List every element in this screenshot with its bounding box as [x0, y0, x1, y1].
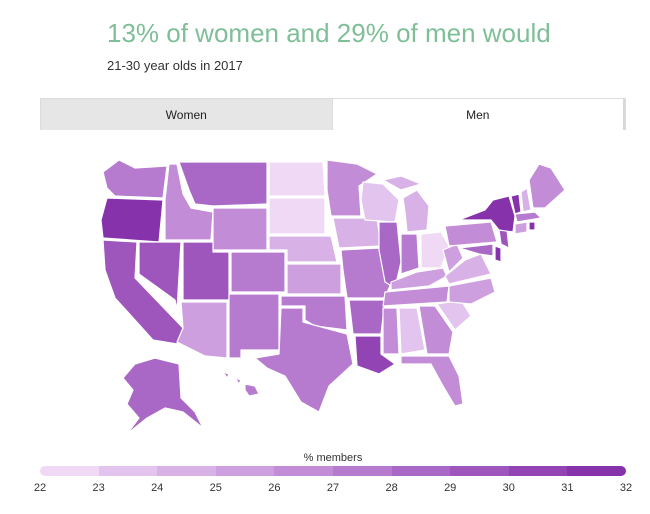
legend-color-scale [40, 466, 626, 476]
legend-tick-label: 24 [151, 482, 164, 494]
legend-segment [450, 466, 509, 476]
state-arizona[interactable] [176, 301, 228, 359]
state-minnesota[interactable] [326, 159, 378, 217]
state-connecticut[interactable] [514, 221, 528, 235]
state-vermont[interactable] [510, 193, 522, 215]
state-kansas[interactable] [286, 263, 342, 295]
legend-tick-label: 28 [385, 482, 398, 494]
legend-tick-label: 23 [92, 482, 105, 494]
state-new-mexico[interactable] [228, 293, 280, 359]
legend-segment [567, 466, 626, 476]
state-maine[interactable] [528, 163, 566, 209]
tab-women[interactable]: Women [41, 99, 332, 130]
legend-segment [98, 466, 158, 476]
legend-ticks: 22 23 24 25 26 27 28 29 30 31 32 [34, 482, 632, 496]
legend-segment [215, 466, 275, 476]
page-title: 13% of women and 29% of men would [107, 18, 551, 48]
page-subtitle: 21-30 year olds in 2017 [107, 58, 243, 73]
state-maryland[interactable] [458, 243, 494, 257]
state-colorado[interactable] [230, 251, 286, 293]
legend-tick-label: 32 [619, 482, 633, 494]
state-new-jersey[interactable] [498, 229, 510, 249]
state-north-dakota[interactable] [268, 161, 326, 197]
state-oregon[interactable] [100, 197, 164, 243]
state-nevada[interactable] [138, 241, 182, 311]
state-alabama[interactable] [398, 307, 426, 355]
state-wyoming[interactable] [212, 207, 268, 251]
state-hawaii[interactable] [222, 371, 260, 397]
state-iowa[interactable] [332, 217, 382, 249]
legend-title: % members [303, 452, 363, 464]
state-utah[interactable] [182, 241, 230, 301]
state-indiana[interactable] [400, 233, 420, 275]
legend-segment [391, 466, 451, 476]
state-north-carolina[interactable] [448, 277, 496, 305]
legend-segment [274, 466, 333, 476]
state-florida[interactable] [400, 355, 464, 407]
state-new-hampshire[interactable] [520, 187, 532, 213]
state-washington[interactable] [102, 159, 168, 199]
state-rhode-island[interactable] [528, 221, 536, 231]
legend-segment [157, 466, 216, 476]
gender-tabs: Women Men [40, 98, 626, 130]
state-massachusetts[interactable] [514, 211, 542, 223]
state-virginia[interactable] [444, 253, 492, 285]
legend-tick-label: 27 [326, 482, 340, 494]
state-alaska[interactable] [122, 357, 204, 435]
tab-men[interactable]: Men [331, 99, 625, 130]
legend-segment [332, 466, 392, 476]
state-mississippi[interactable] [382, 307, 400, 355]
state-delaware[interactable] [494, 245, 502, 263]
legend-tick-label: 22 [33, 482, 47, 494]
state-arkansas[interactable] [348, 299, 386, 335]
state-louisiana[interactable] [354, 335, 396, 375]
us-choropleth-map [100, 159, 566, 435]
state-michigan[interactable] [402, 189, 430, 233]
state-california[interactable] [102, 239, 184, 345]
legend-segment [40, 466, 99, 476]
state-michigan-upper[interactable] [382, 175, 422, 191]
state-montana[interactable] [178, 161, 268, 207]
state-wisconsin[interactable] [360, 181, 400, 223]
legend-tick-label: 30 [502, 482, 515, 494]
state-south-dakota[interactable] [268, 197, 326, 235]
state-oklahoma[interactable] [280, 295, 348, 331]
state-texas[interactable] [254, 307, 354, 413]
legend-tick-label: 31 [561, 482, 574, 494]
legend-tick-label: 29 [444, 482, 457, 494]
state-pennsylvania[interactable] [444, 221, 498, 247]
legend-tick-label: 25 [209, 482, 222, 494]
state-georgia[interactable] [418, 305, 454, 355]
legend-tick-label: 26 [268, 482, 281, 494]
legend-segment [508, 466, 568, 476]
state-nebraska[interactable] [268, 235, 338, 263]
